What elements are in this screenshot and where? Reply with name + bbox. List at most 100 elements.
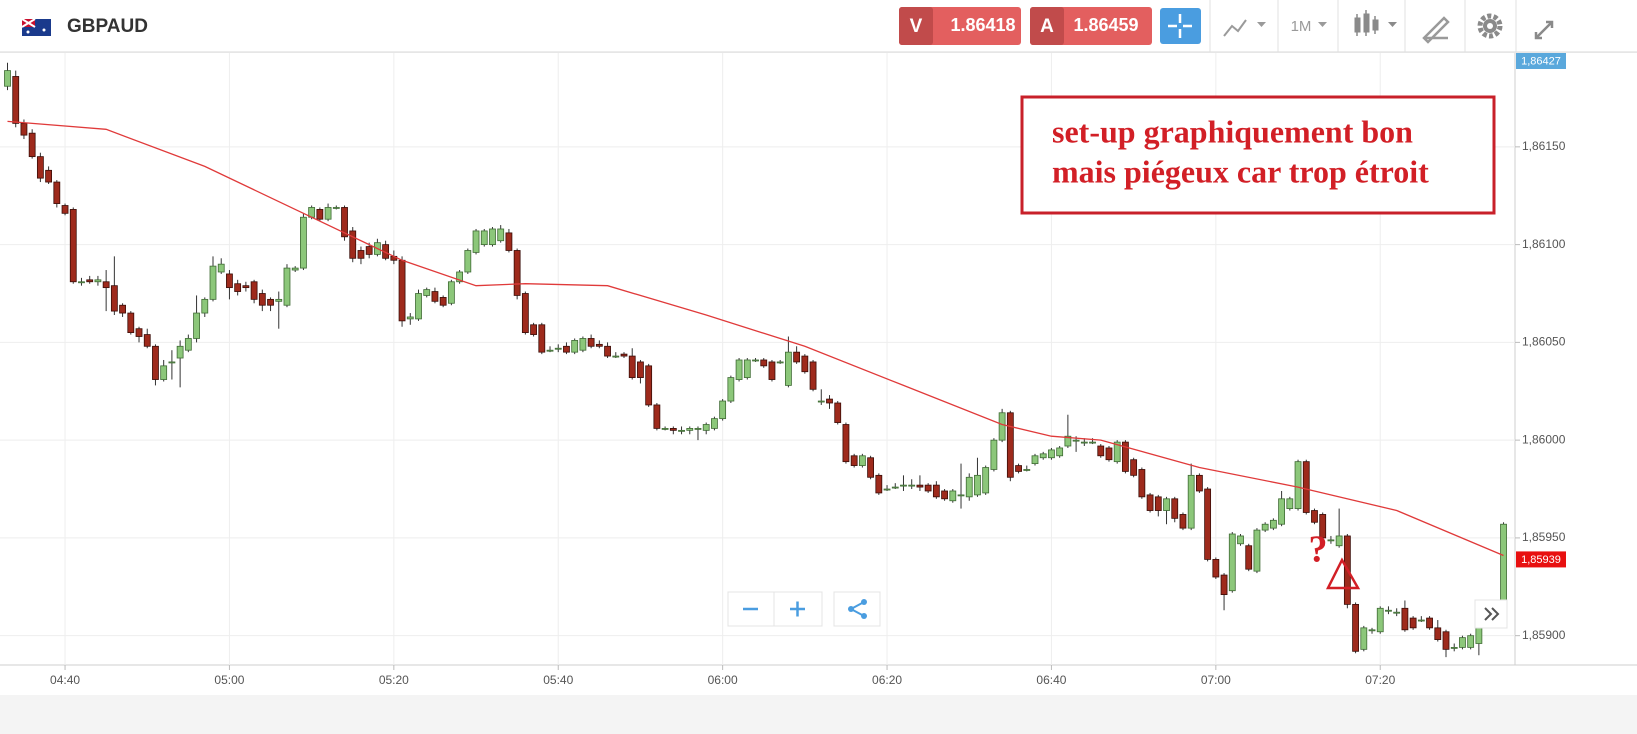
candle-body-down	[1434, 627, 1442, 640]
question-mark: ?	[1309, 529, 1328, 571]
candle-body-down	[505, 232, 513, 251]
candle-body-down	[834, 402, 842, 423]
candle-body-down	[628, 355, 636, 378]
chart-type-button[interactable]	[1354, 10, 1397, 36]
candle-body-down	[521, 293, 529, 334]
candle-body-down	[431, 291, 439, 302]
candle-body-up	[324, 207, 332, 220]
candle-body-down	[793, 351, 801, 363]
candle-body-up	[711, 418, 718, 429]
candle-body-down	[645, 365, 653, 406]
candle-body-up	[908, 484, 916, 487]
candle-body-up	[1327, 539, 1335, 542]
candle-body-down	[760, 359, 768, 367]
candle-body-up	[785, 351, 792, 386]
candle-body-up	[78, 281, 85, 284]
y-tick-label: 1,86000	[1522, 432, 1566, 446]
candle-body-up	[184, 338, 192, 351]
candle-body-up	[406, 316, 414, 320]
zoom-in-button[interactable]	[773, 591, 823, 627]
share-button[interactable]	[833, 591, 881, 627]
candle-body-down	[242, 285, 250, 289]
candle-body-up	[209, 265, 217, 300]
candle-body-down	[1154, 496, 1162, 511]
candle-body-down	[365, 246, 373, 255]
candle-body-down	[768, 361, 776, 380]
candle-body-down	[1311, 510, 1318, 523]
candle-body-up	[900, 484, 907, 487]
indicator-button[interactable]	[1223, 19, 1266, 37]
candle-body-up	[998, 412, 1006, 441]
candle-body-up	[193, 312, 200, 339]
candle-body-down	[28, 132, 36, 158]
candle-body-down	[1409, 617, 1417, 629]
candle-body-down	[826, 398, 833, 404]
x-tick-label: 06:00	[708, 673, 738, 687]
crosshair-button[interactable]	[1160, 8, 1201, 44]
candle-body-up	[1368, 629, 1376, 632]
candle-body-up	[160, 365, 168, 380]
candle-body-down	[143, 334, 151, 347]
candle-body-up	[332, 207, 340, 209]
candle-body-up	[489, 228, 496, 246]
candle-body-down	[1146, 494, 1154, 511]
candle-body-down	[1220, 574, 1228, 596]
candle-body-down	[110, 285, 118, 312]
candle-body-up	[1113, 441, 1121, 463]
candle-body-down	[1097, 445, 1105, 457]
candle-body-up	[1048, 449, 1055, 459]
candle-body-down	[1015, 465, 1022, 472]
candle-body-up	[982, 467, 990, 494]
candle-body-up	[1385, 609, 1392, 612]
candle-body-down	[316, 209, 324, 220]
high-marker-label: 1,86427	[1521, 55, 1561, 67]
candle-body-up	[727, 377, 735, 402]
timeframe-button[interactable]: 1M	[1291, 18, 1327, 35]
candle-body-down	[1302, 461, 1310, 513]
candle-body-up	[579, 338, 587, 351]
candle-body-up	[719, 400, 727, 420]
candle-body-up	[472, 230, 480, 253]
candle-body-up	[858, 455, 866, 466]
candle-body-up	[275, 298, 283, 302]
buy-button[interactable]: A 1.86459	[1030, 7, 1152, 45]
candle-body-up	[965, 476, 973, 498]
zoom-out-button[interactable]	[727, 591, 775, 627]
candle-body-down	[587, 338, 595, 347]
candle-body-up	[1286, 498, 1294, 509]
candle-body-up	[1064, 435, 1072, 447]
candle-body-down	[226, 273, 233, 289]
candle-body-down	[135, 328, 143, 337]
candle-body-down	[604, 345, 611, 357]
candle-body-down	[53, 181, 61, 204]
last-price-badge	[1516, 551, 1566, 568]
candle-body-down	[620, 353, 628, 357]
candle-body-down	[152, 345, 159, 380]
candle-body-up	[415, 293, 422, 320]
candle-body-up	[176, 345, 184, 359]
candle-body-up	[661, 428, 669, 430]
last-price-label: 1,85939	[1521, 554, 1561, 566]
candle-body-up	[1450, 647, 1458, 649]
candle-body-up	[735, 359, 743, 380]
candle-body-up	[817, 400, 825, 403]
warning-triangle	[1325, 557, 1361, 590]
candle-body-down	[1352, 603, 1359, 652]
candle-body-up	[694, 428, 702, 430]
fullscreen-button[interactable]	[1534, 20, 1554, 40]
candle-body-down	[1204, 488, 1212, 560]
candle-body-down	[669, 428, 677, 431]
sell-button[interactable]: V 1.86418	[899, 7, 1021, 45]
candle-body-up	[480, 230, 488, 246]
candle-body-down	[1426, 617, 1433, 629]
candle-body-down	[349, 230, 357, 259]
candle-body-down	[61, 205, 69, 214]
settings-button[interactable]	[1477, 13, 1503, 39]
x-tick-label: 06:40	[1036, 673, 1066, 687]
candle-body-up	[1335, 535, 1343, 547]
candle-body-down	[398, 259, 406, 322]
scroll-right-button[interactable]	[1474, 599, 1508, 629]
candle-body-down	[1138, 469, 1146, 498]
y-tick-label: 1,85950	[1522, 530, 1566, 544]
draw-button[interactable]	[1422, 16, 1450, 44]
